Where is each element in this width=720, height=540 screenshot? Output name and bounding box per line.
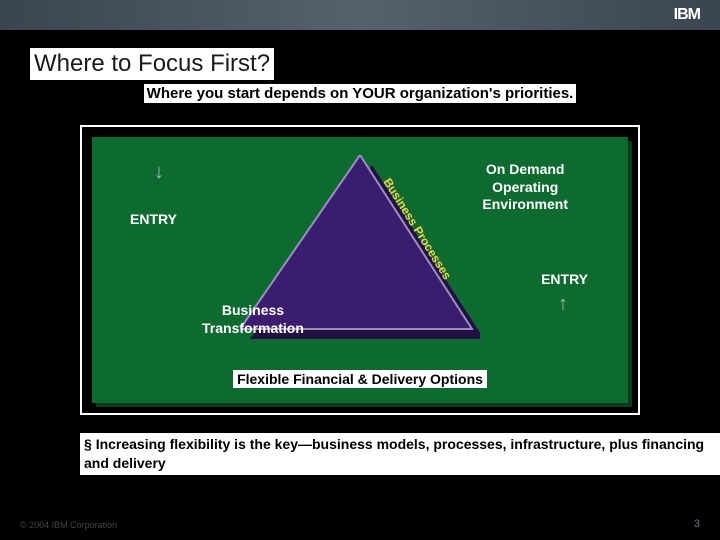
arrow-down-left-icon: ↓ bbox=[154, 161, 164, 184]
biz-line2: Transformation bbox=[202, 320, 304, 336]
business-transformation-label: Business Transformation bbox=[202, 302, 304, 337]
on-demand-line2: Operating bbox=[492, 179, 558, 195]
bullet-row: § Increasing flexibility is the key—busi… bbox=[0, 433, 720, 475]
title-area: Where to Focus First? Where you start de… bbox=[0, 30, 720, 115]
top-bar: IBM bbox=[0, 0, 720, 30]
page-title: Where to Focus First? bbox=[34, 50, 270, 77]
diagram-background: ↓ ENTRY Business Processes On Demand Ope… bbox=[92, 137, 628, 403]
flexible-options-label: Flexible Financial & Delivery Options bbox=[233, 370, 487, 388]
bullet-text: Increasing flexibility is the key—busine… bbox=[84, 436, 704, 471]
on-demand-label: On Demand Operating Environment bbox=[482, 161, 568, 214]
ibm-logo: IBM bbox=[674, 6, 700, 24]
biz-line1: Business bbox=[222, 302, 284, 318]
bullet-marker: § bbox=[84, 436, 92, 452]
footer: © 2004 IBM Corporation 3 bbox=[0, 514, 720, 530]
entry-label-right: ENTRY bbox=[541, 271, 588, 287]
diagram-frame: ↓ ENTRY Business Processes On Demand Ope… bbox=[80, 125, 640, 415]
key-bullet: § Increasing flexibility is the key—busi… bbox=[80, 433, 720, 475]
on-demand-line3: Environment bbox=[482, 196, 568, 212]
on-demand-line1: On Demand bbox=[486, 161, 565, 177]
entry-label-left: ENTRY bbox=[130, 211, 177, 227]
arrow-up-right-icon: ↑ bbox=[558, 293, 568, 316]
copyright: © 2004 IBM Corporation bbox=[20, 520, 117, 530]
subtitle: Where you start depends on YOUR organiza… bbox=[144, 84, 577, 103]
page-number: 3 bbox=[694, 518, 700, 530]
